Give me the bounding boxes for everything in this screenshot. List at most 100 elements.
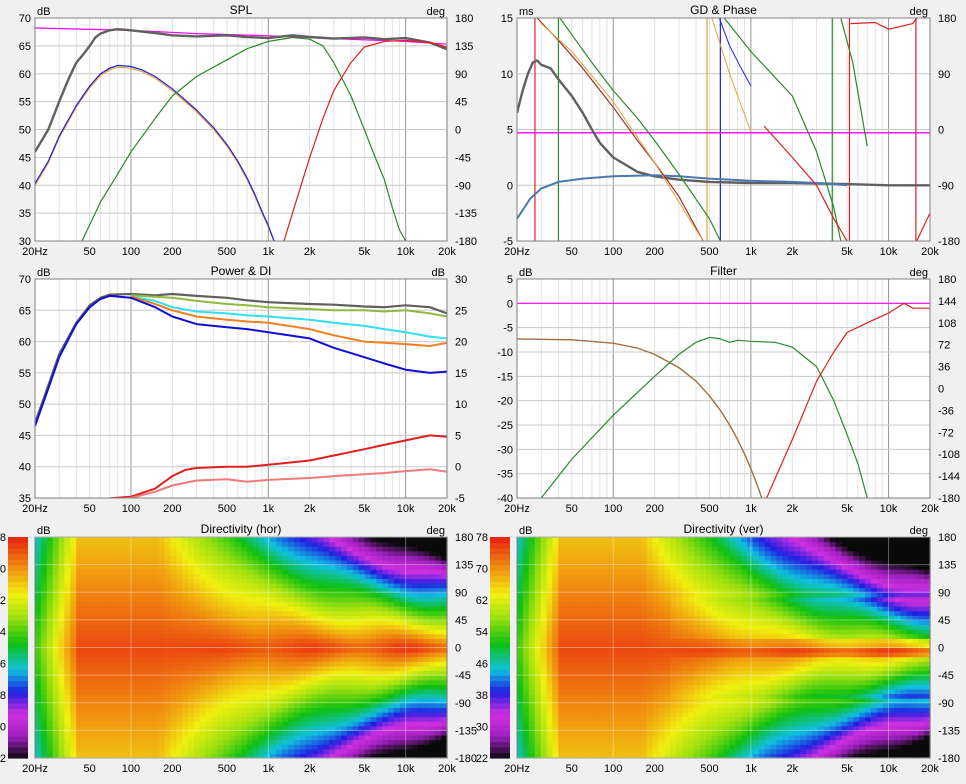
directivity-hor-cell: [365, 675, 372, 680]
directivity-hor-cell: [241, 625, 248, 630]
directivity-ver-cell: [576, 721, 583, 726]
directivity-ver-cell: [623, 749, 630, 754]
directivity-hor-cell: [106, 735, 113, 740]
directivity-ver-cell: [564, 569, 571, 574]
directivity-hor-cell: [341, 551, 348, 556]
directivity-hor-cell: [259, 611, 266, 616]
spl-ytick-left: 45: [19, 152, 31, 164]
power-di-xtick: 100: [122, 503, 140, 515]
directivity-hor-cell: [247, 684, 254, 689]
directivity-ver-cell: [541, 583, 548, 588]
directivity-hor-cell: [100, 675, 107, 680]
directivity-hor-cell: [341, 717, 348, 722]
gd-phase-ylabel-left: ms: [519, 6, 534, 18]
directivity-ver-cell: [635, 551, 642, 556]
directivity-ver-cell: [564, 537, 571, 542]
directivity-hor-cell: [53, 551, 60, 556]
directivity-hor-cell: [318, 569, 325, 574]
directivity-hor-cell: [159, 597, 166, 602]
directivity-ver-cell: [588, 597, 595, 602]
directivity-hor-cell: [329, 689, 336, 694]
directivity-ver-cell: [606, 574, 613, 579]
directivity-hor-cell: [112, 611, 119, 616]
directivity-ver-cell: [558, 629, 565, 634]
directivity-ver-cell: [665, 694, 672, 699]
directivity-hor-cell: [176, 684, 183, 689]
directivity-hor-cell: [135, 597, 142, 602]
directivity-ver-cell: [529, 611, 536, 616]
directivity-ver-cell: [558, 749, 565, 754]
directivity-hor-cell: [188, 537, 195, 542]
directivity-hor-colorbar-step: [8, 697, 28, 703]
directivity-hor-ytick-right: 90: [455, 587, 467, 599]
directivity-hor-cell: [394, 675, 401, 680]
directivity-ver-cell: [541, 735, 548, 740]
directivity-hor-cell: [165, 592, 172, 597]
directivity-ver-cell: [623, 620, 630, 625]
directivity-hor-cell: [112, 634, 119, 639]
directivity-hor-cell: [100, 634, 107, 639]
directivity-hor-cell: [88, 680, 95, 685]
directivity-ver-cell: [547, 569, 554, 574]
directivity-hor-cell: [418, 689, 425, 694]
directivity-ver-cell: [606, 703, 613, 708]
directivity-ver-cell: [600, 721, 607, 726]
directivity-hor-cell: [253, 629, 259, 634]
directivity-hor-cell: [341, 648, 348, 653]
spl-ytick-left: 65: [19, 41, 31, 53]
directivity-hor-cell: [212, 730, 219, 735]
directivity-ver-cell: [617, 602, 624, 607]
directivity-hor-cell: [282, 602, 289, 607]
directivity-hor-cell: [424, 749, 431, 754]
directivity-hor-cell: [323, 574, 330, 579]
directivity-hor-cell: [112, 620, 119, 625]
directivity-hor-cell: [194, 638, 201, 643]
directivity-hor-cell: [376, 749, 383, 754]
directivity-ver-cell: [552, 583, 559, 588]
filter-xtick: 1k: [745, 503, 757, 515]
directivity-hor-cell: [88, 721, 95, 726]
directivity-hor-cell: [335, 602, 342, 607]
directivity-ver-cell: [653, 684, 660, 689]
directivity-hor-cell: [147, 648, 154, 653]
directivity-hor-cell: [306, 606, 313, 611]
directivity-hor-cell: [306, 666, 313, 671]
directivity-hor-cell: [253, 744, 259, 749]
directivity-ver-cell: [600, 565, 607, 570]
directivity-hor-cell: [188, 555, 195, 560]
directivity-hor-cell: [253, 666, 259, 671]
directivity-ver-cell: [588, 606, 595, 611]
directivity-hor-cell: [265, 592, 272, 597]
directivity-ver-cell: [623, 694, 630, 699]
directivity-hor-cell: [270, 578, 277, 583]
directivity-ver-cell: [600, 680, 607, 685]
directivity-hor-cell: [241, 740, 248, 745]
directivity-ver-cell: [611, 657, 618, 662]
directivity-hor-cell: [382, 721, 389, 726]
directivity-ver-cell: [558, 638, 565, 643]
directivity-hor-cell: [312, 740, 319, 745]
directivity-ver-cell: [535, 565, 542, 570]
directivity-hor-cell: [418, 730, 425, 735]
directivity-hor-cell: [270, 730, 277, 735]
directivity-hor-cell: [94, 551, 101, 556]
directivity-ver-cell: [611, 625, 618, 630]
directivity-hor-cell: [365, 542, 372, 547]
directivity-ver-cell: [588, 657, 595, 662]
directivity-ver-cell: [611, 537, 618, 542]
directivity-hor-cell: [153, 611, 160, 616]
directivity-hor-cell: [276, 537, 283, 542]
directivity-hor-cell: [147, 657, 154, 662]
directivity-hor-cell: [188, 634, 195, 639]
directivity-hor-cell: [294, 666, 301, 671]
directivity-hor-cell: [70, 721, 77, 726]
directivity-hor-cell: [170, 629, 177, 634]
gd-phase-ytick-right: -180: [938, 236, 960, 248]
directivity-ver-cell: [594, 606, 601, 611]
directivity-hor-cell: [329, 661, 336, 666]
directivity-hor-cell: [371, 707, 378, 712]
directivity-hor-cell: [347, 569, 354, 574]
directivity-ver-cell: [600, 712, 607, 717]
directivity-ver-cell: [641, 629, 648, 634]
